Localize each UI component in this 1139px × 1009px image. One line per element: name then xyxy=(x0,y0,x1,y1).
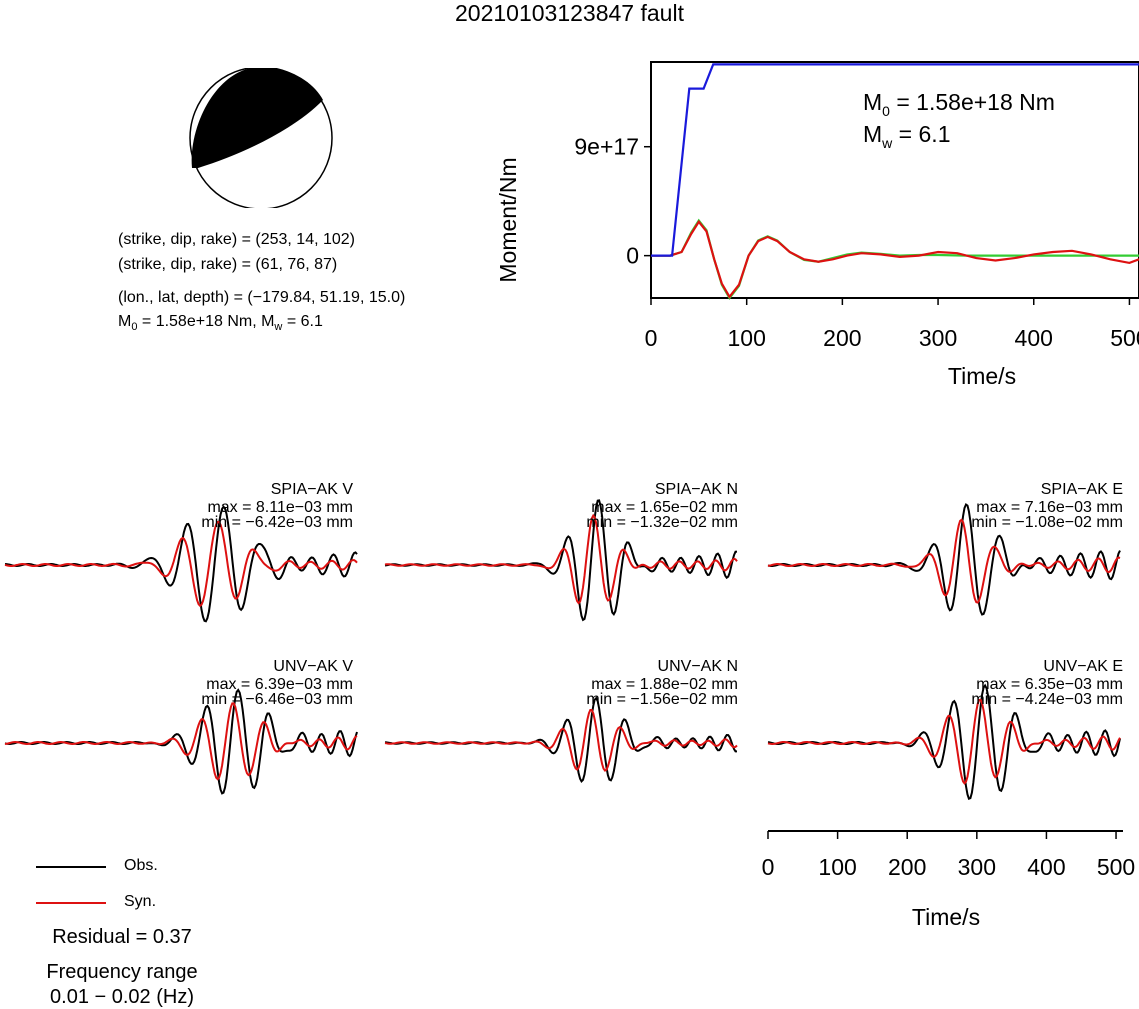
unv-n-synthetic-trace xyxy=(384,709,738,772)
spia-e-min: min = −1.08e−02 mm xyxy=(971,514,1123,531)
moment-y-label: Moment/Nm xyxy=(495,157,521,282)
unv-e-max: max = 6.35e−03 mm xyxy=(976,676,1123,693)
unv-n-max: max = 1.88e−02 mm xyxy=(591,676,738,693)
waveform-x-tick-label: 400 xyxy=(1027,854,1065,880)
spia-v-synthetic-trace xyxy=(4,520,358,608)
unv-e-min: min = −4.24e−03 mm xyxy=(971,691,1123,708)
unv-n-min: min = −1.56e−02 mm xyxy=(586,691,738,708)
moment-mw-annotation: Mw = 6.1 xyxy=(863,121,950,151)
frequency-range-title: Frequency range xyxy=(46,961,198,983)
unv-e-observed-trace xyxy=(767,683,1121,801)
moment-plot-frame xyxy=(650,61,1139,299)
waveform-x-tick-label: 200 xyxy=(888,854,926,880)
figure-title: 20210103123847 fault xyxy=(455,0,684,26)
m0-symbol: M xyxy=(118,313,132,330)
unv-e-synthetic-trace xyxy=(767,698,1121,785)
unv-n-observed-trace xyxy=(384,696,737,783)
moment-x-tick-label: 0 xyxy=(645,325,658,351)
legend-obs-swatch xyxy=(36,866,106,868)
moment-m0-annotation: M0 = 1.58e+18 Nm xyxy=(863,89,1055,119)
residual-value: Residual = 0.37 xyxy=(52,926,192,948)
legend-obs-label: Obs. xyxy=(124,857,158,874)
spia-n-station: SPIA−AK N xyxy=(655,481,738,498)
spia-n-min: min = −1.32e−02 mm xyxy=(586,514,738,531)
legend-syn-label: Syn. xyxy=(124,893,157,910)
spia-e-synthetic-trace xyxy=(767,518,1121,604)
waveform-x-tick-label: 300 xyxy=(958,854,996,880)
magnitude-summary: M0 = 1.58e+18 Nm, Mw = 6.1 xyxy=(118,313,323,333)
moment-y-tick-label: 0 xyxy=(626,243,639,269)
spia-n-synthetic-trace xyxy=(384,513,738,605)
moment-x-label: Time/s xyxy=(948,363,1016,389)
location-depth: (lon., lat, depth) = (−179.84, 51.19, 15… xyxy=(118,289,406,306)
moment-y-tick-label: 9e+17 xyxy=(574,134,639,160)
unv-v-station: UNV−AK V xyxy=(273,658,353,675)
nodal-plane-2: (strike, dip, rake) = (61, 76, 87) xyxy=(118,256,338,273)
m0-subscript: 0 xyxy=(131,321,138,334)
moment-x-tick-label: 300 xyxy=(919,325,957,351)
unv-e-station: UNV−AK E xyxy=(1043,658,1123,675)
legend-syn-swatch xyxy=(36,902,106,904)
moment-x-tick-label: 400 xyxy=(1015,325,1053,351)
unv-v-min: min = −6.46e−03 mm xyxy=(201,691,353,708)
moment-x-tick-label: 200 xyxy=(823,325,861,351)
spia-v-min: min = −6.42e−03 mm xyxy=(201,514,353,531)
unv-v-max: max = 6.39e−03 mm xyxy=(206,676,353,693)
waveform-x-tick-label: 100 xyxy=(818,854,856,880)
unv-n-station: UNV−AK N xyxy=(658,658,738,675)
spia-e-max: max = 7.16e−03 mm xyxy=(976,499,1123,516)
spia-v-station: SPIA−AK V xyxy=(271,481,354,498)
waveform-grid: SPIA−AK V max = 8.11e−03 mm min = −6.42e… xyxy=(4,481,1135,930)
unv-v-synthetic-trace xyxy=(4,702,358,781)
moment-x-tick-label: 100 xyxy=(727,325,765,351)
mw-value: = 6.1 xyxy=(282,313,323,330)
mw-subscript: w xyxy=(274,321,283,334)
waveform-x-label: Time/s xyxy=(912,904,980,930)
spia-n-max: max = 1.65e−02 mm xyxy=(591,499,738,516)
moment-rate-synthetic-line xyxy=(651,219,1139,299)
beachball-diagram xyxy=(189,68,333,208)
frequency-range-value: 0.01 − 0.02 (Hz) xyxy=(50,986,194,1008)
beachball-compressional-quadrant xyxy=(191,68,323,168)
spia-e-station: SPIA−AK E xyxy=(1041,481,1123,498)
moment-plot: 010020030040050009e+17 Time/s Moment/Nm … xyxy=(495,61,1139,389)
nodal-plane-1: (strike, dip, rake) = (253, 14, 102) xyxy=(118,231,355,248)
moment-x-tick-label: 500 xyxy=(1110,325,1139,351)
m0-value: = 1.58e+18 Nm, M xyxy=(137,313,275,330)
waveform-x-tick-label: 500 xyxy=(1097,854,1135,880)
waveform-x-tick-label: 0 xyxy=(762,854,775,880)
spia-v-max: max = 8.11e−03 mm xyxy=(207,499,353,516)
moment-cumulative-line xyxy=(651,63,1139,257)
